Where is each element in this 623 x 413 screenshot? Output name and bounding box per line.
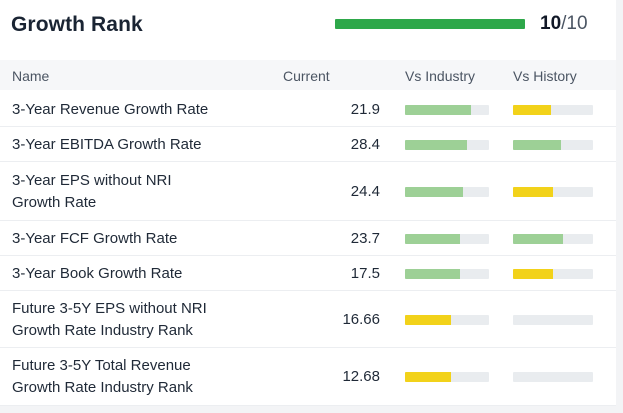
row-name: 3-Year EPS without NRI Growth Rate: [12, 170, 172, 214]
vs-history-bar: [513, 268, 593, 279]
table-row: 3-Year EBITDA Growth Rate 28.4: [0, 127, 616, 162]
column-header-vs-industry: Vs Industry: [405, 68, 476, 84]
vs-industry-bar: [405, 104, 489, 115]
vs-history-bar: [513, 314, 593, 325]
table-row: Future 3-5Y Total Revenue Growth Rate Ind…: [0, 348, 616, 406]
row-name: 3-Year Book Growth Rate: [12, 263, 182, 285]
row-divider: [0, 220, 616, 221]
card-header: Growth Rank 10/10: [0, 0, 616, 52]
vs-history-bar: [513, 139, 593, 150]
row-name-line: 3-Year EBITDA Growth Rate: [12, 135, 202, 153]
vs-industry-bar-fill: [405, 314, 452, 325]
vs-industry-bar: [405, 186, 489, 197]
vs-history-bar: [513, 104, 593, 115]
page-edge-right: [616, 0, 623, 413]
row-divider: [0, 290, 616, 291]
column-header-name: Name: [12, 68, 50, 84]
vs-industry-bar: [405, 139, 489, 150]
row-current-value: 24.4: [350, 182, 380, 200]
row-name-line: 3-Year Revenue Growth Rate: [12, 100, 209, 118]
vs-industry-bar: [405, 268, 489, 279]
table-row: 3-Year EPS without NRI Growth Rate 24.4: [0, 162, 616, 221]
row-divider: [0, 347, 616, 348]
vs-industry-bar-fill: [405, 233, 460, 244]
column-header-vs-history: Vs History: [513, 68, 577, 84]
row-divider: [0, 405, 616, 406]
vs-industry-bar-fill: [405, 372, 452, 382]
row-name-line: Future 3-5Y EPS without NRI: [12, 299, 207, 317]
page-edge-bottom: [0, 406, 623, 413]
vs-industry-bar: [405, 233, 489, 244]
row-current-value: 21.9: [350, 100, 380, 118]
vs-industry-bar-fill: [405, 268, 460, 279]
vs-history-bar-fill: [513, 233, 563, 244]
vs-history-bar-fill: [513, 268, 553, 279]
row-name: Future 3-5Y Total Revenue Growth Rate Ind…: [12, 355, 193, 399]
table-header: Name Current Vs Industry Vs History: [0, 60, 616, 90]
vs-industry-bar-fill: [405, 186, 463, 197]
row-name-line: 3-Year Book Growth Rate: [12, 264, 183, 282]
row-divider: [0, 255, 616, 256]
rank-score: 10/10: [540, 13, 588, 35]
row-name: Future 3-5Y EPS without NRI Growth Rate I…: [12, 298, 207, 342]
table-row: Future 3-5Y EPS without NRI Growth Rate I…: [0, 291, 616, 348]
vs-history-bar: [513, 372, 593, 382]
row-name-line: Growth Rate: [12, 193, 97, 211]
rank-score-value: 10: [540, 13, 562, 34]
row-name-line: Growth Rate Industry Rank: [12, 379, 193, 396]
row-name-line: Growth Rate Industry Rank: [12, 321, 193, 339]
row-name: 3-Year EBITDA Growth Rate: [12, 134, 202, 156]
row-current-value: 16.66: [342, 310, 380, 328]
row-name: 3-Year FCF Growth Rate: [12, 228, 177, 250]
row-current-value: 12.68: [342, 368, 380, 385]
rank-bar-fill: [335, 19, 525, 29]
rank-bar: [335, 19, 525, 29]
row-divider: [0, 161, 616, 162]
vs-industry-bar-fill: [405, 139, 468, 150]
vs-industry-bar-fill: [405, 104, 472, 115]
row-current-value: 28.4: [350, 135, 380, 153]
row-current-value: 23.7: [350, 229, 380, 247]
vs-history-bar: [513, 233, 593, 244]
rank-score-max: /10: [561, 13, 588, 34]
vs-history-bar: [513, 186, 593, 197]
row-current-value: 17.5: [350, 264, 380, 282]
table-row: 3-Year Book Growth Rate 17.5: [0, 256, 616, 291]
row-name-line: 3-Year FCF Growth Rate: [12, 229, 178, 247]
vs-industry-bar: [405, 372, 489, 382]
growth-rank-card: Growth Rank 10/10 Name Current Vs Indust…: [0, 0, 616, 406]
vs-history-bar-fill: [513, 139, 561, 150]
row-name: 3-Year Revenue Growth Rate: [12, 99, 208, 121]
table-row: 3-Year FCF Growth Rate 23.7: [0, 221, 616, 256]
vs-history-bar-fill: [513, 104, 552, 115]
row-name-line: 3-Year EPS without NRI: [12, 171, 172, 189]
vs-history-bar-fill: [513, 186, 553, 197]
vs-industry-bar: [405, 314, 489, 325]
card-title: Growth Rank: [11, 13, 143, 36]
row-divider: [0, 126, 616, 127]
table-row: 3-Year Revenue Growth Rate 21.9: [0, 92, 616, 127]
row-name-line: Future 3-5Y Total Revenue: [12, 357, 191, 374]
column-header-current: Current: [283, 68, 330, 84]
